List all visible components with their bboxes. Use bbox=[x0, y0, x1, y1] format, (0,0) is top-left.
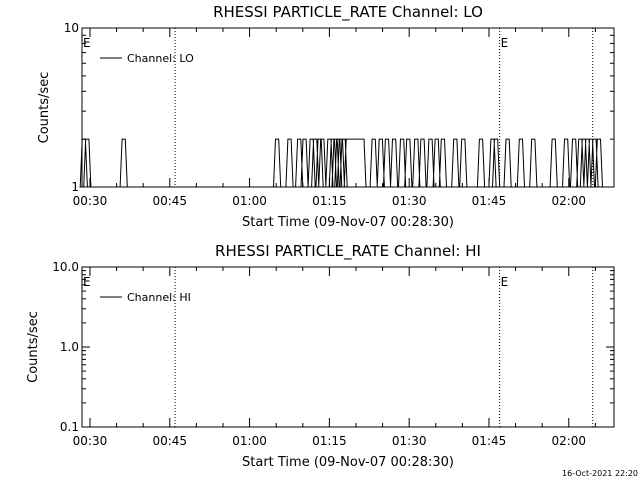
legend-label: Channel: HI bbox=[127, 291, 191, 304]
y-axis-label: Counts/sec bbox=[37, 72, 52, 144]
x-tick-label: 01:15 bbox=[312, 194, 347, 208]
x-tick-label: 01:00 bbox=[232, 434, 267, 448]
y-axis-label: Counts/sec bbox=[26, 311, 41, 383]
event-marker-label: E bbox=[501, 36, 509, 50]
x-tick-label: 00:45 bbox=[152, 194, 187, 208]
y-tick-label: 1.0 bbox=[60, 340, 79, 354]
chart-title: RHESSI PARTICLE_RATE Channel: LO bbox=[213, 3, 483, 22]
legend-label: Channel: LO bbox=[127, 52, 194, 65]
footer-timestamp: 16-Oct-2021 22:20 bbox=[562, 469, 638, 478]
x-axis-label: Start Time (09-Nov-07 00:28:30) bbox=[242, 455, 454, 470]
y-tick-label: 0.1 bbox=[60, 420, 79, 434]
series-line-channel-lo bbox=[79, 138, 604, 188]
x-tick-label: 02:00 bbox=[551, 194, 586, 208]
x-tick-label: 01:15 bbox=[312, 434, 347, 448]
x-tick-label: 00:45 bbox=[152, 434, 187, 448]
y-tick-label: 1 bbox=[71, 180, 79, 194]
x-tick-label: 01:00 bbox=[232, 194, 267, 208]
y-tick-label: 10.0 bbox=[52, 260, 79, 274]
event-marker-label: E bbox=[501, 275, 509, 289]
x-tick-label: 01:45 bbox=[472, 434, 507, 448]
x-tick-label: 01:30 bbox=[392, 434, 427, 448]
x-axis-label: Start Time (09-Nov-07 00:28:30) bbox=[242, 215, 454, 230]
x-tick-label: 00:30 bbox=[73, 194, 108, 208]
x-tick-label: 01:45 bbox=[472, 194, 507, 208]
x-tick-label: 02:00 bbox=[551, 434, 586, 448]
plot-frame bbox=[81, 27, 615, 188]
x-tick-label: 01:30 bbox=[392, 194, 427, 208]
y-tick-label: 10 bbox=[64, 21, 79, 35]
chart-title: RHESSI PARTICLE_RATE Channel: HI bbox=[215, 242, 481, 261]
edge-marker-label: E bbox=[83, 36, 91, 50]
edge-marker-label: E bbox=[83, 275, 91, 289]
x-tick-label: 00:30 bbox=[73, 434, 108, 448]
